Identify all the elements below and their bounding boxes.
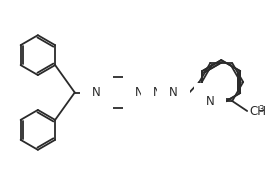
Text: N: N: [135, 86, 144, 99]
Text: 3: 3: [259, 105, 264, 114]
Text: N: N: [92, 86, 101, 99]
Text: CH: CH: [249, 105, 266, 118]
Text: N: N: [153, 86, 162, 99]
Text: N: N: [169, 86, 178, 99]
Text: N: N: [206, 95, 215, 107]
